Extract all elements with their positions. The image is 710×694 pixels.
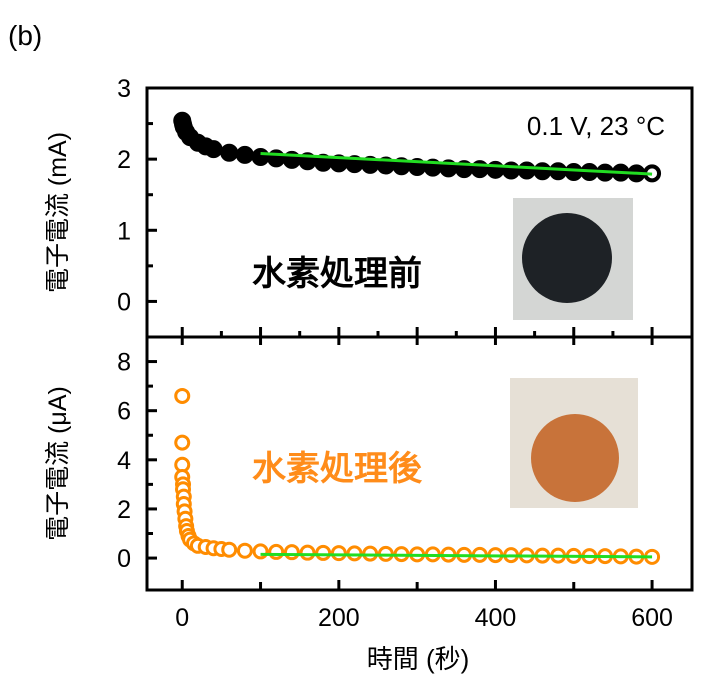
data-point xyxy=(251,148,270,167)
inset-photo-disk xyxy=(531,414,619,502)
data-point xyxy=(283,544,300,561)
data-point xyxy=(220,143,239,162)
data-point xyxy=(517,161,536,180)
plot-frame xyxy=(145,335,694,592)
data-point xyxy=(235,145,254,164)
x-tick-label: 600 xyxy=(631,604,673,632)
y-tick-label: 6 xyxy=(117,398,131,426)
y-tick-label: 2 xyxy=(117,146,131,174)
y-tick-label: 1 xyxy=(117,217,131,245)
panel-top: 0 1 2 3 電子電流 (mA) 0.1 V, 23 °C 水素処理前 xyxy=(44,75,694,339)
inset-photo-disk xyxy=(522,213,612,303)
data-point xyxy=(330,545,347,562)
y-tick-label: 2 xyxy=(117,496,131,524)
data-point xyxy=(174,387,191,404)
data-point xyxy=(564,162,583,181)
sample-label: 水素処理後 xyxy=(252,450,423,488)
data-point xyxy=(299,544,316,561)
y-tick-label: 0 xyxy=(117,288,131,316)
data-point xyxy=(533,162,552,181)
x-tick-label: 400 xyxy=(475,604,517,632)
data-point xyxy=(174,434,191,451)
fit-line xyxy=(260,151,653,176)
panel-bottom: 0 2 4 6 8 0 200 400 600 時間 (秒) 電子電流 (μA) 水素処理後 xyxy=(44,335,694,674)
panel-label: (b) xyxy=(8,20,42,51)
y-tick-label: 4 xyxy=(117,447,131,475)
condition-annotation: 0.1 V, 23 °C xyxy=(527,111,665,141)
data-point xyxy=(549,162,568,181)
data-point xyxy=(236,542,253,559)
data-point xyxy=(204,140,223,159)
data-point xyxy=(346,545,363,562)
y-tick-label: 8 xyxy=(117,349,131,377)
y-axis-label: 電子電流 (μA) xyxy=(44,386,72,541)
data-point xyxy=(221,541,238,558)
data-point xyxy=(268,543,285,560)
y-axis-label: 電子電流 (mA) xyxy=(44,132,72,293)
x-axis-label: 時間 (秒) xyxy=(367,644,470,674)
x-tick-label: 200 xyxy=(318,604,360,632)
data-point xyxy=(252,543,269,560)
data-point xyxy=(315,544,332,561)
y-tick-label: 0 xyxy=(117,545,131,573)
y-tick-label: 3 xyxy=(117,75,131,103)
x-tick-label: 0 xyxy=(175,604,189,632)
fit-line xyxy=(260,552,653,559)
sample-label: 水素処理前 xyxy=(252,255,422,293)
